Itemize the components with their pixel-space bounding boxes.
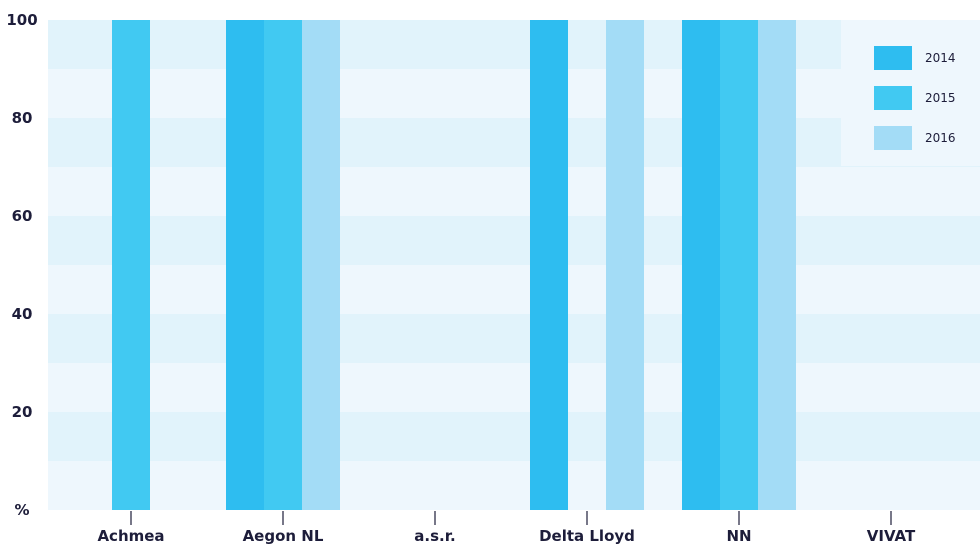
x-tick-label-1: Aegon NL <box>243 527 324 545</box>
bar-2014-3 <box>530 20 568 510</box>
bar-2015-1 <box>264 20 302 510</box>
legend: 2014 2015 2016 <box>841 20 980 166</box>
y-tick-label-0: % <box>14 501 29 519</box>
bar-2015-4 <box>720 20 758 510</box>
legend-swatch-2014 <box>874 46 912 70</box>
grid-band <box>48 118 980 167</box>
grid-band <box>48 69 980 118</box>
grid-band <box>48 363 980 412</box>
grid-band <box>48 167 980 216</box>
bar-2016-4 <box>758 20 796 510</box>
bar-2016-1 <box>302 20 340 510</box>
bar-group <box>112 20 796 510</box>
bar-2014-4 <box>682 20 720 510</box>
bar-2016-3 <box>606 20 644 510</box>
grid-band <box>48 265 980 314</box>
bar-2015-0 <box>112 20 150 510</box>
y-axis: % 20 40 60 80 100 <box>6 11 37 519</box>
grid-band <box>48 216 980 265</box>
legend-swatch-2015 <box>874 86 912 110</box>
y-tick-label-4: 80 <box>12 109 33 127</box>
grid-bands <box>48 20 980 510</box>
y-tick-label-3: 60 <box>12 207 33 225</box>
y-tick-label-1: 20 <box>12 403 33 421</box>
legend-label-2016: 2016 <box>925 131 956 145</box>
y-tick-label-2: 40 <box>12 305 33 323</box>
x-tick-label-2: a.s.r. <box>414 527 455 545</box>
grid-band <box>48 314 980 363</box>
x-axis: Achmea Aegon NL a.s.r. Delta Lloyd NN VIVAT <box>97 511 916 545</box>
grid-band <box>48 20 980 69</box>
bar-2014-1 <box>226 20 264 510</box>
x-tick-label-0: Achmea <box>97 527 164 545</box>
legend-swatch-2016 <box>874 126 912 150</box>
y-tick-label-5: 100 <box>6 11 37 29</box>
legend-label-2014: 2014 <box>925 51 956 65</box>
legend-label-2015: 2015 <box>925 91 956 105</box>
x-tick-label-3: Delta Lloyd <box>539 527 635 545</box>
grid-band <box>48 412 980 461</box>
grid-band <box>48 461 980 510</box>
x-tick-label-5: VIVAT <box>867 527 916 545</box>
x-tick-label-4: NN <box>726 527 751 545</box>
